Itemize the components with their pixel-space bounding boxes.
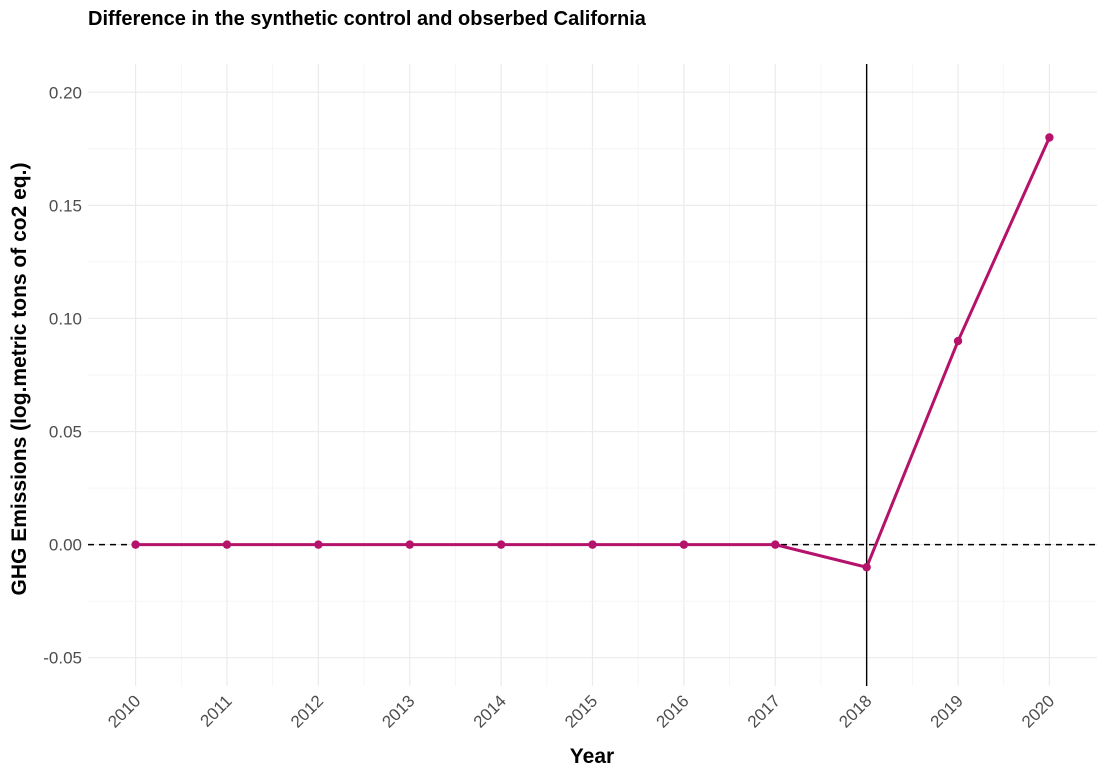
y-axis-tick-labels: -0.05 0.00 0.05 0.10 0.15 0.20 <box>43 83 82 667</box>
data-point-2015 <box>588 540 597 549</box>
x-tick-label: 2016 <box>653 691 693 731</box>
data-point-2013 <box>405 540 414 549</box>
y-tick-label: 0.10 <box>49 309 82 328</box>
y-axis-title: GHG Emissions (log.metric tons of co2 eq… <box>8 163 31 596</box>
x-tick-label: 2019 <box>927 691 967 731</box>
series-layer <box>131 133 1054 572</box>
x-tick-label: 2020 <box>1018 691 1058 731</box>
x-tick-label: 2012 <box>287 691 327 731</box>
x-axis-title: Year <box>570 745 614 768</box>
y-tick-label: 0.15 <box>49 196 82 215</box>
x-tick-label: 2013 <box>378 691 418 731</box>
x-tick-label: 2017 <box>744 691 784 731</box>
x-tick-label: 2011 <box>197 691 236 730</box>
data-point-2017 <box>771 540 780 549</box>
x-tick-label: 2015 <box>561 691 601 731</box>
data-point-2018 <box>862 563 871 572</box>
y-tick-label: 0.00 <box>49 536 82 555</box>
y-tick-label: 0.05 <box>49 423 82 442</box>
data-point-2019 <box>953 336 963 346</box>
data-point-2010 <box>131 540 140 549</box>
x-tick-label: 2010 <box>104 691 144 731</box>
x-tick-label: 2014 <box>470 691 510 731</box>
y-tick-label: 0.20 <box>49 83 82 102</box>
data-point-2012 <box>314 540 323 549</box>
data-point-2016 <box>679 540 689 549</box>
data-point-2011 <box>222 540 232 549</box>
data-point-2014 <box>496 540 506 549</box>
y-tick-label: -0.05 <box>43 649 82 668</box>
x-axis-tick-labels: 2010 2011 2012 2013 2014 2015 2016 2017 2018 2019… <box>104 691 1058 731</box>
gridlines <box>88 64 1097 686</box>
x-tick-label: 2018 <box>835 691 875 731</box>
data-point-2020 <box>1045 133 1054 142</box>
chart-title: Difference in the synthetic control and … <box>88 8 647 30</box>
